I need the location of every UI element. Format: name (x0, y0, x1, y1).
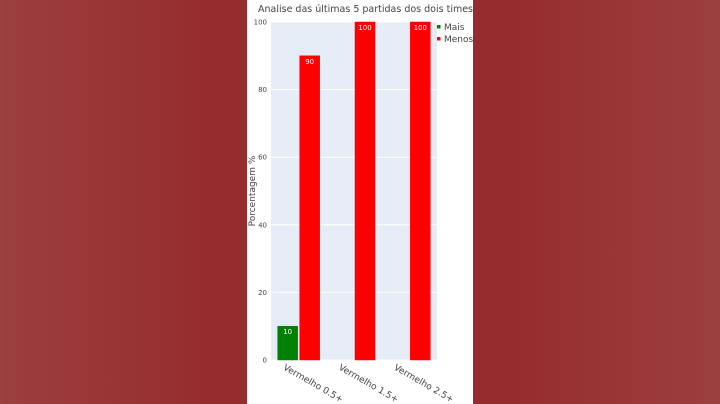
y-axis-ticks: 0 20 40 60 80 100 (254, 19, 267, 365)
bar-mais (277, 325, 298, 361)
plot-area (271, 22, 437, 360)
x-tick-label: Vermelho 0.5+ (281, 363, 344, 404)
bar-menos (410, 21, 431, 361)
y-tick-label: 20 (258, 289, 267, 297)
legend-swatch-menos (437, 37, 441, 41)
bar-value-label: 90 (305, 58, 314, 66)
legend-label-mais: Mais (444, 23, 465, 33)
x-tick-label: Vermelho 2.5+ (392, 363, 455, 404)
bars: 10 90 100 100 (277, 21, 431, 361)
legend-label-menos: Menos (444, 35, 473, 45)
y-tick-label: 60 (258, 154, 267, 162)
y-tick-label: 80 (258, 86, 267, 94)
bar-menos (354, 21, 376, 361)
legend-swatch-mais (437, 25, 441, 29)
y-tick-label: 0 (263, 357, 267, 365)
legend: Mais Menos (437, 23, 473, 45)
y-tick-label: 100 (254, 19, 267, 27)
bar-menos (299, 55, 320, 361)
chart-frame: 10 90 100 100 0 20 40 60 80 100 Vermelho 0.5+ Ver… (247, 0, 473, 404)
bar-value-label: 10 (283, 328, 292, 336)
y-tick-label: 40 (258, 221, 267, 229)
grid-lines (271, 21, 437, 361)
bar-value-label: 100 (358, 24, 371, 32)
bar-value-label: 100 (414, 24, 427, 32)
x-tick-label: Vermelho 1.5+ (337, 363, 400, 404)
chart-title: Analise das últimas 5 partidas dos dois … (258, 4, 473, 15)
x-axis-ticks: Vermelho 0.5+Vermelho 1.5+Vermelho 2.5+ (281, 363, 455, 404)
y-axis-label: Porcentagem % (248, 155, 258, 226)
